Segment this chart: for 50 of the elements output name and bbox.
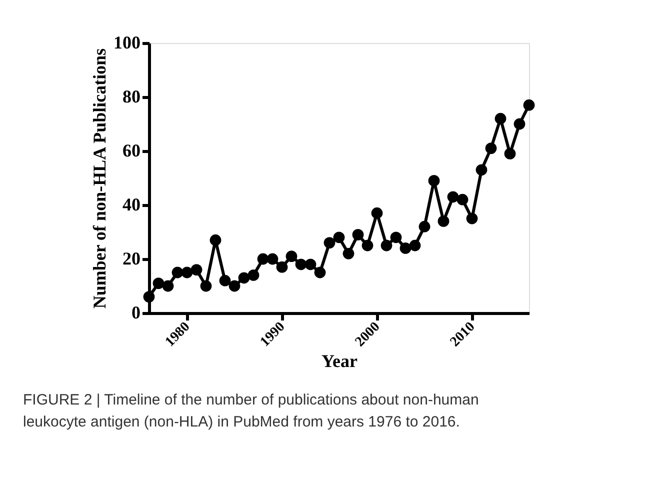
point bbox=[494, 112, 506, 124]
point bbox=[228, 280, 240, 292]
point bbox=[400, 242, 412, 254]
x-axis-title: Year bbox=[322, 351, 358, 372]
point bbox=[514, 118, 526, 130]
y-tick-label: 0 bbox=[132, 302, 140, 322]
point bbox=[504, 148, 516, 160]
point bbox=[314, 266, 326, 278]
y-tick-label: 100 bbox=[114, 32, 140, 52]
point bbox=[266, 253, 278, 265]
point bbox=[276, 261, 288, 273]
point bbox=[352, 229, 364, 240]
point bbox=[371, 207, 383, 219]
point bbox=[295, 258, 307, 270]
point bbox=[143, 291, 155, 302]
point bbox=[456, 194, 468, 206]
caption: FIGURE 2 | Timeline of the number of publications about non-human leukocyte antigen (non-HLA) in PubMed from years 1976 to 2016. bbox=[23, 392, 479, 431]
point bbox=[238, 272, 250, 284]
point bbox=[257, 253, 269, 265]
y-tick-label: 40 bbox=[122, 194, 140, 214]
point bbox=[219, 274, 231, 286]
point bbox=[190, 264, 202, 276]
point bbox=[428, 175, 440, 186]
point bbox=[152, 278, 164, 289]
point bbox=[523, 99, 535, 111]
point bbox=[409, 240, 421, 252]
point bbox=[248, 270, 260, 281]
point bbox=[390, 232, 402, 244]
point bbox=[342, 248, 354, 260]
point bbox=[304, 258, 316, 270]
y-tick-label: 20 bbox=[122, 248, 140, 268]
point bbox=[380, 240, 392, 252]
point bbox=[418, 220, 430, 232]
point bbox=[438, 216, 450, 227]
y-axis-title: Number of non-HLA Publications bbox=[90, 48, 110, 309]
point bbox=[447, 191, 459, 203]
point bbox=[476, 164, 488, 176]
point bbox=[324, 237, 336, 248]
point bbox=[485, 142, 497, 154]
point bbox=[172, 266, 184, 278]
point bbox=[210, 234, 222, 246]
y-tick-label: 60 bbox=[122, 140, 140, 160]
y-tick-label: 80 bbox=[122, 86, 140, 106]
point bbox=[286, 250, 298, 262]
point bbox=[466, 212, 478, 224]
point bbox=[162, 280, 174, 292]
point bbox=[333, 232, 345, 244]
point bbox=[181, 266, 193, 278]
point bbox=[200, 280, 212, 292]
point bbox=[362, 240, 374, 252]
